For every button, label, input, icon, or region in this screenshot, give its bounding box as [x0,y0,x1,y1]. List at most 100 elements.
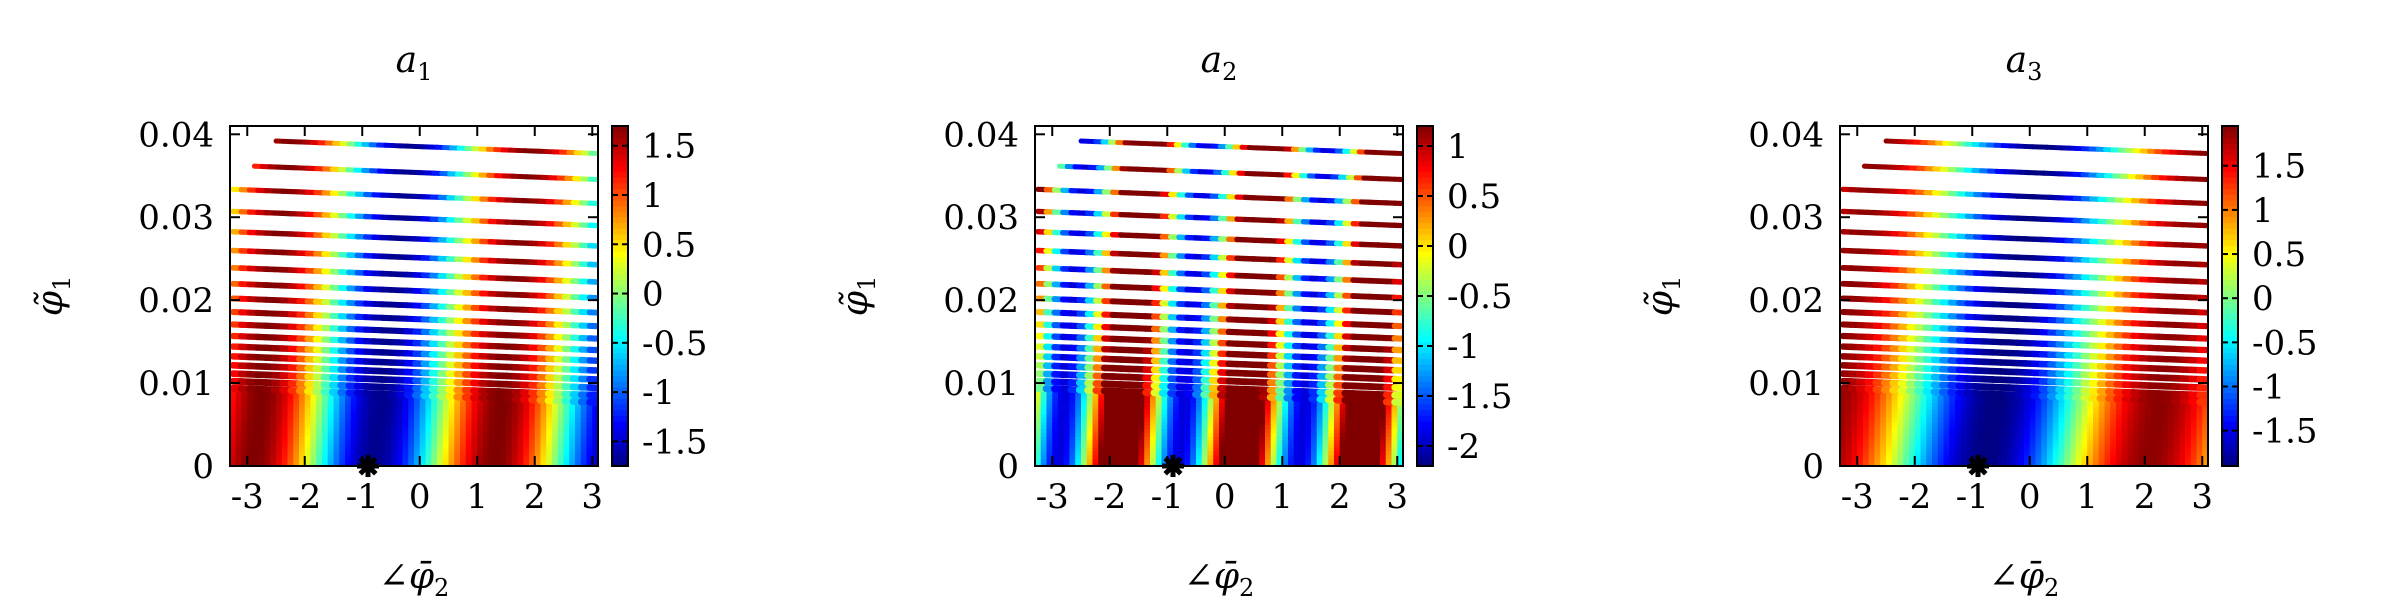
panel-title-1: a1 [396,40,433,86]
heatmap-cell [304,447,312,452]
heatmap-cell [1046,410,1053,415]
heatmap-cell [350,462,358,466]
heatmap-cell [1374,421,1381,426]
heatmap-cell [1138,454,1145,460]
heatmap-cell [1949,454,1956,460]
heatmap-cell [1259,402,1266,407]
heatmap-cell [253,447,260,452]
heatmap-cell [1219,454,1226,460]
heatmap-cell [1213,439,1220,445]
heatmap-cell [1874,402,1881,407]
heatmap-cell [569,443,576,448]
heatmap-cell [580,458,588,463]
heatmap-cell [1328,402,1335,407]
heatmap-cell [1926,451,1933,456]
heatmap-cell [241,402,248,407]
heatmap-cell [1121,462,1128,466]
heatmap-cell [1345,424,1352,430]
heatmap-cell [1069,424,1076,430]
heatmap-cell [569,417,576,422]
heatmap-cell [1144,417,1151,422]
heatmap-cell [1863,443,1870,448]
heatmap-cell [1299,462,1306,466]
heatmap-cell [1086,432,1094,437]
heatmap-cell [586,458,593,463]
heatmap-cell [465,417,473,422]
heatmap-cell [258,432,266,437]
heatmap-cell [1046,402,1053,407]
heatmap-cell [1328,439,1335,445]
heatmap-cell [1052,458,1059,463]
heatmap-cell [2001,462,2008,466]
heatmap-cell [1385,421,1393,426]
heatmap-cell [1368,443,1375,448]
heatmap-cell [534,402,542,407]
heatmap-cell [2001,458,2008,463]
heatmap-cell [408,428,415,434]
heatmap-cell [1897,424,1904,430]
colorbar-swatch [612,239,628,246]
heatmap-cell [1903,432,1910,437]
heatmap-cell [437,439,444,445]
heatmap-cell [1880,398,1887,404]
heatmap-cell [1305,436,1312,441]
heatmap-cell [1201,447,1209,452]
heatmap-cell [1840,413,1847,419]
colorbar-swatch [1417,222,1433,229]
heatmap-cell [310,402,317,407]
heatmap-cell [1845,451,1853,456]
heatmap-cell [281,439,289,445]
heatmap-cell [442,421,450,426]
heatmap-cell [1161,424,1168,430]
heatmap-cell [322,417,329,422]
heatmap-cell [402,421,409,426]
heatmap-cell [373,439,381,445]
heatmap-cell [1903,451,1910,456]
heatmap-cell [1058,413,1065,419]
heatmap-cell [1046,451,1053,456]
heatmap-cell [546,462,553,466]
heatmap-cell [1949,413,1956,419]
heatmap-cell [1081,432,1088,437]
heatmap-cell [1253,436,1260,441]
heatmap-cell [299,454,306,460]
heatmap-cell [419,428,427,434]
heatmap-cell [1150,398,1157,404]
heatmap-cell [1345,454,1352,460]
heatmap-cell [1086,436,1094,441]
y-axis-label-1: φ̃1 [30,276,76,317]
heatmap-cell [322,398,329,404]
heatmap-cell [1109,432,1117,437]
heatmap-cell [373,436,381,441]
heatmap-cell [1960,458,1968,463]
heatmap-cell [1052,428,1059,434]
heatmap-cell [540,462,547,466]
heatmap-cell [563,424,570,430]
heatmap-cell [345,395,352,400]
heatmap-cell [1167,451,1174,456]
heatmap-cell [1857,421,1864,426]
colorbar-swatch [612,211,628,218]
heatmap-cell [569,462,576,466]
heatmap-cell [304,398,312,404]
heatmap-cell [477,428,484,434]
heatmap-cell [1132,406,1140,411]
heatmap-cell [1075,421,1082,426]
heatmap-cell [379,424,386,430]
heatmap-cell [1334,462,1341,466]
colorbar-swatch [1417,143,1433,150]
heatmap-cell [310,406,317,411]
heatmap-cell [1351,421,1358,426]
heatmap-cell [1138,428,1145,434]
heatmap-cell [1903,458,1910,463]
heatmap-cell [1178,451,1186,456]
colorbar-swatch [1417,194,1433,201]
heatmap-cell [500,402,507,407]
colorbar-tick-label: -2 [1447,427,1480,467]
heatmap-cell [1960,439,1968,445]
heatmap-cell [1845,436,1853,441]
heatmap-cell [1903,454,1910,460]
heatmap-cell [1259,417,1266,422]
heatmap-cell [1351,447,1358,452]
heatmap-cell [1995,451,2002,456]
